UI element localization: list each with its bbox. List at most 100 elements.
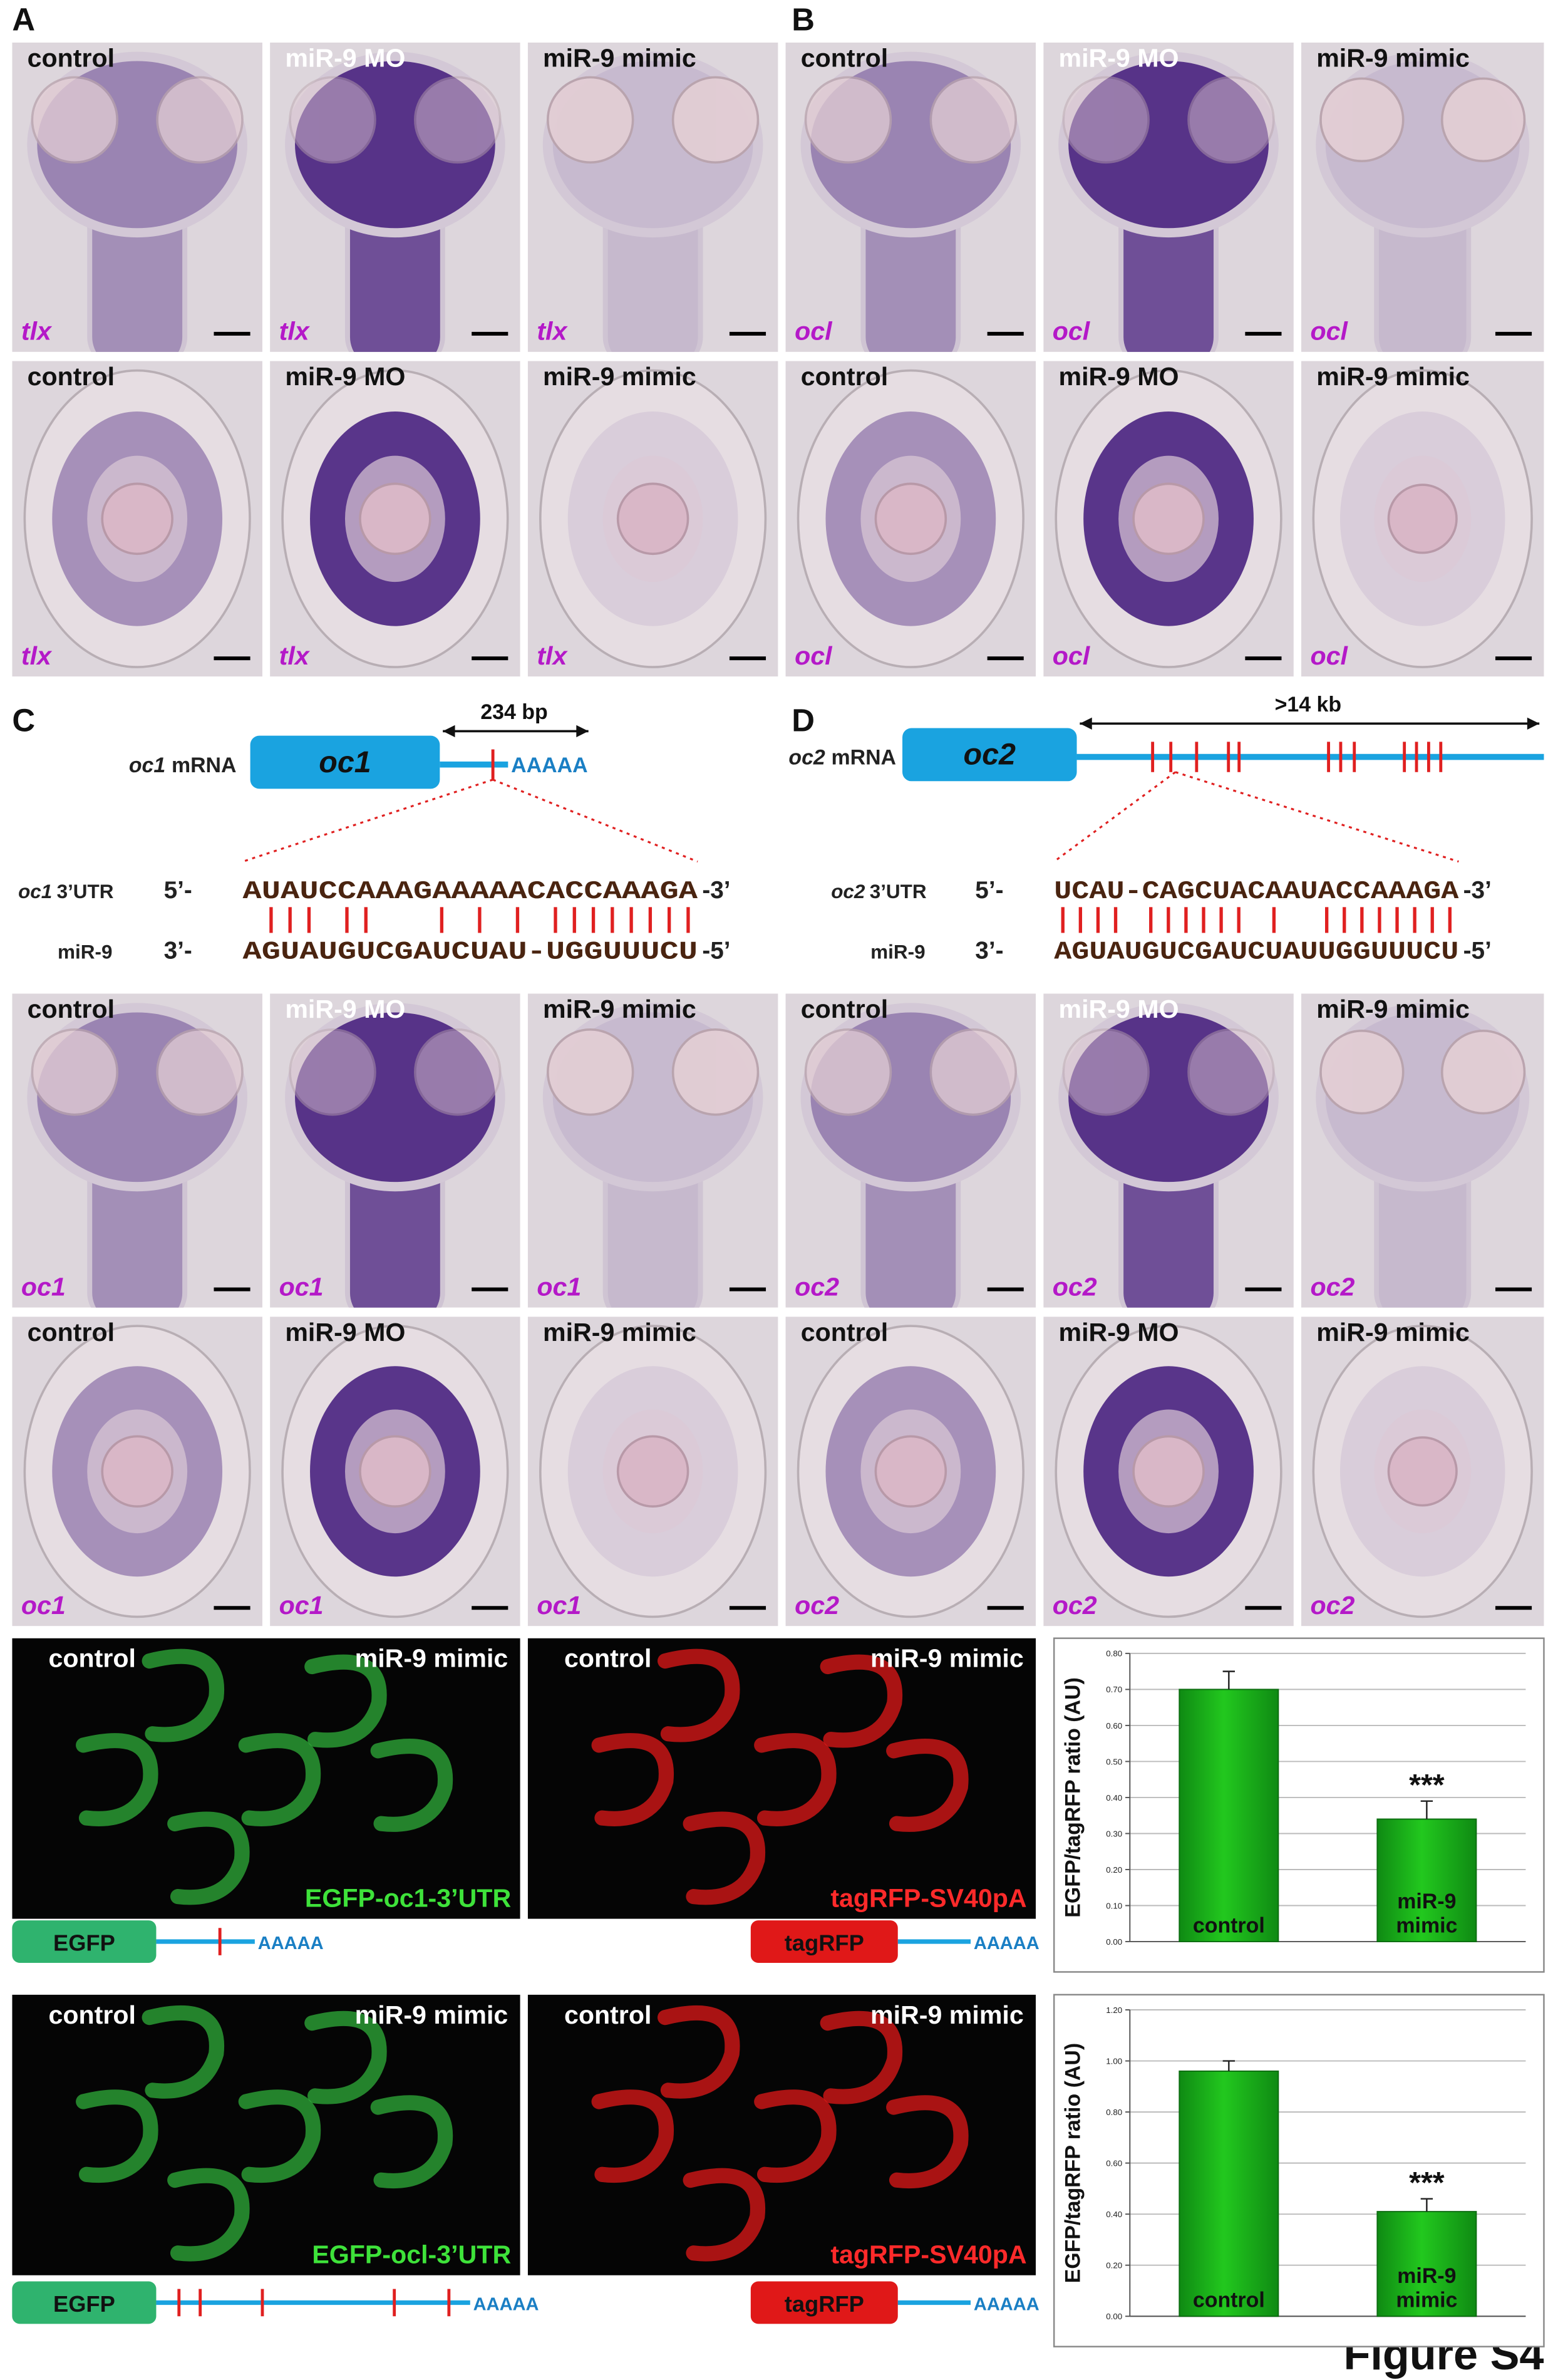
construct-box [12,1920,157,1963]
gene-label: ocl [1053,317,1091,346]
gene-label: oc2 [1311,1272,1355,1301]
lens [1387,484,1458,554]
significance: *** [1409,2166,1445,2200]
y-tick-label: 0.30 [1106,1829,1122,1838]
image-right-label: miR-9 mimic [355,1644,508,1673]
micrograph [12,361,262,677]
y-tick-label: 0.80 [1106,1649,1122,1658]
mrna-word: mRNA [172,753,237,777]
gene-label: oc1 [537,1272,581,1301]
gene-label: ocl [795,317,833,346]
micrograph [1301,361,1544,677]
embryo [886,1739,969,1832]
micrograph [1043,1317,1294,1627]
mirna-label: miR-9 [58,941,112,963]
image-title: miR-9 mimic [543,995,696,1023]
micrograph [527,361,778,677]
eye [1062,76,1150,164]
y-axis-label: EGFP/tagRFP ratio (AU) [1061,1677,1085,1918]
embryo [142,1648,225,1742]
micrograph [527,993,778,1308]
micrograph [1043,361,1294,677]
y-tick-label: 1.20 [1106,2005,1122,2015]
embryo [754,1733,837,1826]
fluorescence-image [527,1638,1036,1919]
polya: AAAAA [974,2295,1040,2315]
utr-end-left: 5’- [975,877,1003,904]
y-tick-label: 0.00 [1106,2312,1122,2321]
image-title: control [28,362,115,391]
micrograph [12,993,262,1308]
utr-end-left: 5’- [164,877,192,904]
mirna-end-right: -5’ [702,938,730,965]
image-title: miR-9 mimic [1316,362,1470,391]
lens [359,482,431,556]
embryo [238,1733,321,1826]
utr-end-right: -3’ [1463,877,1492,904]
image-left-label: control [564,2000,651,2029]
gene-label: ocl [795,641,833,670]
construct-name: tagRFP [785,1930,864,1956]
construct-box [12,2281,157,2324]
panel-letter: B [792,1,815,37]
image-title: miR-9 MO [285,1318,405,1347]
utr-label: oc2 3’UTR [831,881,927,903]
y-tick-label: 0.20 [1106,1865,1122,1875]
gene-label: tlx [537,641,568,670]
image-right-label: miR-9 mimic [870,1644,1024,1673]
zoom-line [492,779,698,863]
head-stain [1068,1012,1269,1182]
image-title: miR-9 MO [1058,362,1179,391]
fluorescence-image [527,1994,1036,2275]
category-label: miR-9 mimic [1396,1890,1457,1938]
micrograph [785,1317,1036,1627]
image-title: control [801,1318,888,1347]
embryo [683,1811,766,1905]
micrograph [270,361,520,677]
mrna-label: oc2 mRNA [788,746,896,770]
eye [804,76,892,164]
micrograph [785,993,1036,1308]
image-background [527,1994,1036,2275]
eye [1319,1030,1405,1115]
embryo [820,2010,903,2104]
bar [1179,2070,1279,2317]
embryo [76,2089,158,2183]
image-title: control [28,44,115,73]
eye [156,76,244,164]
image-title: miR-9 MO [1058,1318,1179,1347]
y-tick-label: 0.60 [1106,1721,1122,1731]
lens [874,482,947,556]
eye [414,76,502,164]
eye [804,1028,892,1116]
error-bar [1222,1670,1236,1690]
image-caption: tagRFP-SV40pA [830,1883,1026,1912]
eye [929,1028,1017,1116]
image-background [12,1638,520,1919]
eye [31,1028,119,1116]
mrna-cds-label: oc2 [964,738,1016,772]
image-title: miR-9 MO [1058,995,1179,1023]
image-title: control [28,1318,115,1347]
image-background [527,1638,1036,1919]
utr-word: 3’UTR [870,881,927,903]
image-title: miR-9 mimic [1316,995,1470,1023]
eye [1187,1028,1275,1116]
micrograph [1043,993,1294,1308]
y-tick-label: 1.00 [1106,2056,1122,2066]
mrna-cds-label: oc1 [319,745,371,779]
gene-label: tlx [21,317,53,346]
eye [414,1028,502,1116]
mrna-gene: oc1 [129,753,165,777]
embryo [886,2095,969,2188]
image-title: control [28,995,115,1023]
image-background [12,1994,520,2275]
embryo [304,1654,387,1748]
micrograph [527,1317,778,1627]
embryo [591,2089,674,2183]
embryo [658,2005,740,2099]
embryo [820,1654,903,1748]
gene-label: oc2 [795,1272,839,1301]
y-tick-label: 0.80 [1106,2108,1122,2117]
micrograph [1301,993,1544,1308]
